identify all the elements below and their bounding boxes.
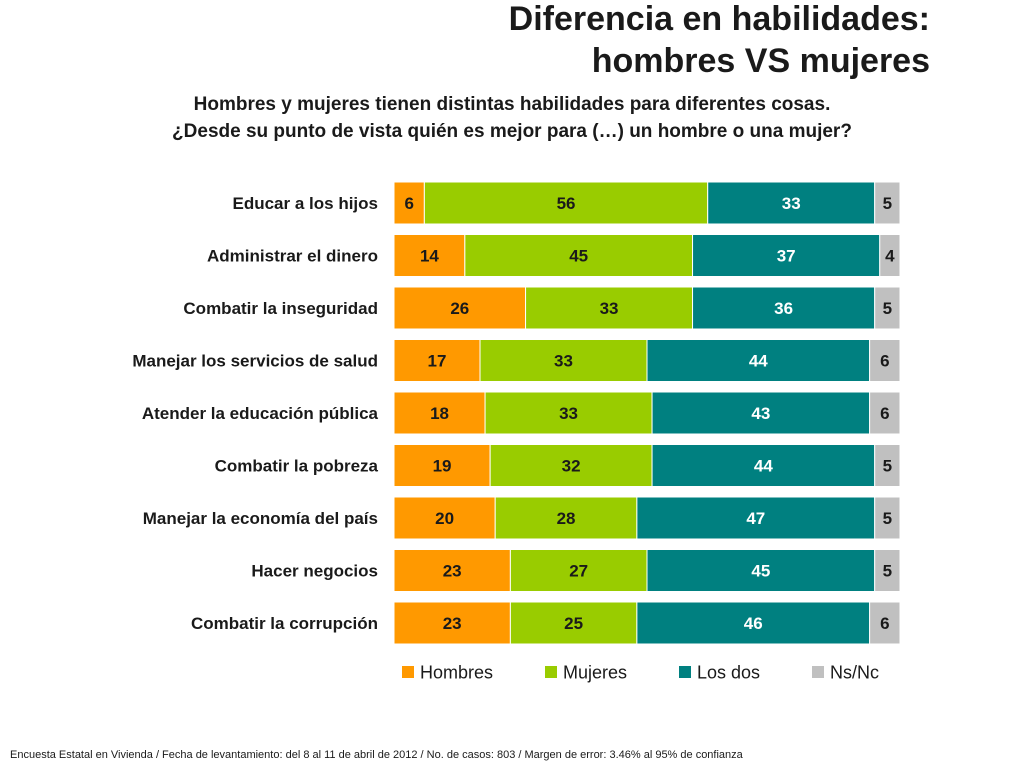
data-label-mujeres-manejar-los-servicios-de-salud: 33 xyxy=(554,352,573,371)
category-label-combatir-la-inseguridad: Combatir la inseguridad xyxy=(183,299,378,318)
bar-mujeres-atender-la-educacion-publica xyxy=(484,391,653,435)
data-label-los-dos-manejar-la-economia-del-pais: 47 xyxy=(746,509,765,528)
category-label-educar-a-los-hijos: Educar a los hijos xyxy=(233,194,379,213)
data-label-los-dos-combatir-la-corrupcion: 46 xyxy=(744,614,763,633)
data-label-los-dos-educar-a-los-hijos: 33 xyxy=(782,194,801,213)
bar-ns-nc-combatir-la-pobreza xyxy=(874,444,901,487)
data-label-ns-nc-combatir-la-inseguridad: 5 xyxy=(883,299,892,318)
legend-label-ns-nc: Ns/Nc xyxy=(830,663,879,683)
survey-footnote: Encuesta Estatal en Vivienda / Fecha de … xyxy=(10,749,743,761)
data-label-los-dos-combatir-la-inseguridad: 36 xyxy=(774,299,793,318)
data-label-los-dos-manejar-los-servicios-de-salud: 44 xyxy=(749,352,768,371)
legend-label-mujeres: Mujeres xyxy=(563,663,627,683)
data-label-hombres-administrar-el-dinero: 14 xyxy=(420,247,439,266)
data-label-los-dos-administrar-el-dinero: 37 xyxy=(777,247,796,266)
legend-swatch-ns-nc xyxy=(812,666,824,678)
bar-mujeres-administrar-el-dinero xyxy=(464,234,694,277)
bar-los-dos-manejar-la-economia-del-pais xyxy=(636,496,876,540)
legend-swatch-los-dos xyxy=(679,666,691,678)
data-label-ns-nc-educar-a-los-hijos: 5 xyxy=(883,194,892,213)
data-label-ns-nc-manejar-la-economia-del-pais: 5 xyxy=(883,509,892,528)
data-label-los-dos-atender-la-educacion-publica: 43 xyxy=(751,404,770,423)
bar-los-dos-combatir-la-corrupcion xyxy=(636,601,871,645)
bar-ns-nc-atender-la-educacion-publica xyxy=(869,391,901,435)
bar-ns-nc-administrar-el-dinero xyxy=(879,234,901,277)
bar-hombres-combatir-la-inseguridad xyxy=(393,286,527,330)
data-label-hombres-educar-a-los-hijos: 6 xyxy=(404,194,413,213)
bar-los-dos-atender-la-educacion-publica xyxy=(651,391,871,435)
data-label-mujeres-combatir-la-inseguridad: 33 xyxy=(600,299,619,318)
data-label-mujeres-atender-la-educacion-publica: 33 xyxy=(559,404,578,423)
data-label-ns-nc-hacer-negocios: 5 xyxy=(883,562,892,581)
bar-los-dos-combatir-la-inseguridad xyxy=(692,286,876,330)
data-label-mujeres-combatir-la-pobreza: 32 xyxy=(562,457,581,476)
data-label-hombres-hacer-negocios: 23 xyxy=(443,562,462,581)
bar-los-dos-manejar-los-servicios-de-salud xyxy=(646,339,871,382)
bar-mujeres-combatir-la-pobreza xyxy=(489,444,653,487)
data-label-los-dos-combatir-la-pobreza: 44 xyxy=(754,457,773,476)
data-label-ns-nc-atender-la-educacion-publica: 6 xyxy=(880,404,889,423)
legend-label-los-dos: Los dos xyxy=(697,663,760,683)
category-label-combatir-la-corrupcion: Combatir la corrupción xyxy=(191,614,378,633)
bar-hombres-combatir-la-corrupcion xyxy=(393,601,511,645)
data-label-los-dos-hacer-negocios: 45 xyxy=(751,562,770,581)
data-label-mujeres-administrar-el-dinero: 45 xyxy=(569,247,588,266)
data-label-hombres-combatir-la-pobreza: 19 xyxy=(433,457,452,476)
bar-ns-nc-educar-a-los-hijos xyxy=(874,181,901,225)
bar-mujeres-educar-a-los-hijos xyxy=(423,181,709,225)
category-label-manejar-los-servicios-de-salud: Manejar los servicios de salud xyxy=(132,352,378,371)
data-label-ns-nc-administrar-el-dinero: 4 xyxy=(885,247,895,266)
data-label-ns-nc-combatir-la-pobreza: 5 xyxy=(883,457,892,476)
legend-swatch-hombres xyxy=(402,666,414,678)
bar-ns-nc-combatir-la-inseguridad xyxy=(874,286,901,330)
bar-mujeres-manejar-los-servicios-de-salud xyxy=(479,339,648,382)
legend-label-hombres: Hombres xyxy=(420,663,493,683)
category-label-administrar-el-dinero: Administrar el dinero xyxy=(207,247,378,266)
bar-mujeres-hacer-negocios xyxy=(509,549,648,592)
data-label-hombres-manejar-la-economia-del-pais: 20 xyxy=(435,509,454,528)
bar-mujeres-combatir-la-corrupcion xyxy=(509,601,638,645)
bar-hombres-atender-la-educacion-publica xyxy=(393,391,486,435)
data-label-mujeres-combatir-la-corrupcion: 25 xyxy=(564,614,583,633)
data-label-mujeres-manejar-la-economia-del-pais: 28 xyxy=(557,509,576,528)
chart-subtitle-line-1: Hombres y mujeres tienen distintas habil… xyxy=(193,94,831,115)
data-label-ns-nc-combatir-la-corrupcion: 6 xyxy=(880,614,889,633)
legend-swatch-mujeres xyxy=(545,666,557,678)
bar-ns-nc-combatir-la-corrupcion xyxy=(869,601,901,645)
bar-hombres-manejar-los-servicios-de-salud xyxy=(393,339,481,382)
data-label-hombres-combatir-la-corrupcion: 23 xyxy=(443,614,462,633)
category-label-hacer-negocios: Hacer negocios xyxy=(251,562,378,581)
category-label-manejar-la-economia-del-pais: Manejar la economía del país xyxy=(143,509,378,528)
data-label-mujeres-hacer-negocios: 27 xyxy=(569,562,588,581)
data-label-mujeres-educar-a-los-hijos: 56 xyxy=(557,194,576,213)
bar-ns-nc-manejar-la-economia-del-pais xyxy=(874,496,901,540)
category-label-atender-la-educacion-publica: Atender la educación pública xyxy=(142,404,379,423)
data-label-ns-nc-manejar-los-servicios-de-salud: 6 xyxy=(880,352,889,371)
bar-ns-nc-manejar-los-servicios-de-salud xyxy=(869,339,901,382)
bar-hombres-hacer-negocios xyxy=(393,549,511,592)
data-label-hombres-atender-la-educacion-publica: 18 xyxy=(430,404,449,423)
bar-mujeres-manejar-la-economia-del-pais xyxy=(494,496,638,540)
chart-subtitle-line-2: ¿Desde su punto de vista quién es mejor … xyxy=(172,121,852,142)
bar-los-dos-educar-a-los-hijos xyxy=(707,181,876,225)
bar-ns-nc-hacer-negocios xyxy=(874,549,901,592)
bar-hombres-manejar-la-economia-del-pais xyxy=(393,496,496,540)
category-label-combatir-la-pobreza: Combatir la pobreza xyxy=(215,457,379,476)
data-label-hombres-manejar-los-servicios-de-salud: 17 xyxy=(428,352,447,371)
chart-title-line-2: hombres VS mujeres xyxy=(591,42,930,80)
bar-los-dos-combatir-la-pobreza xyxy=(651,444,876,487)
data-label-hombres-combatir-la-inseguridad: 26 xyxy=(450,299,469,318)
chart-title-line-1: Diferencia en habilidades: xyxy=(508,0,930,38)
bar-los-dos-hacer-negocios xyxy=(646,549,876,592)
